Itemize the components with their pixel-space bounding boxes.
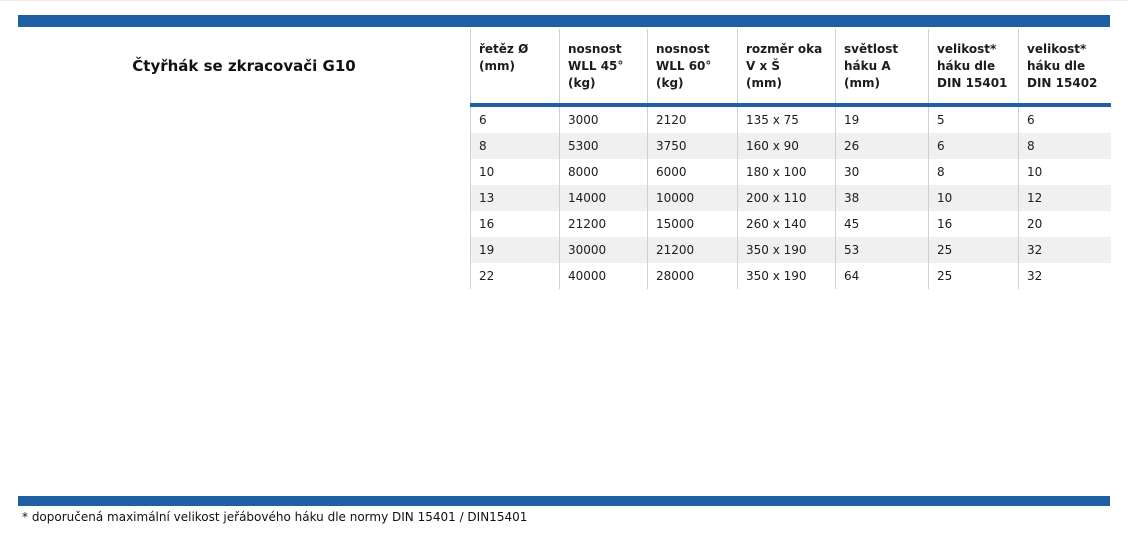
table-cell: 32	[1018, 263, 1111, 289]
table-cell: 5	[928, 105, 1019, 133]
table-cell: 13	[470, 185, 560, 211]
table-cell: 6	[1018, 105, 1111, 133]
table-row: 22 40000 28000 350 x 190 64 25 32	[470, 263, 1111, 289]
table-row: 16 21200 15000 260 x 140 45 16 20	[470, 211, 1111, 237]
table-cell: 8000	[559, 159, 648, 185]
table-cell: 21200	[647, 237, 738, 263]
table-row: 19 30000 21200 350 x 190 53 25 32	[470, 237, 1111, 263]
table-cell: 25	[928, 263, 1019, 289]
table-cell: 180 x 100	[737, 159, 836, 185]
table-cell: 25	[928, 237, 1019, 263]
table-cell: 200 x 110	[737, 185, 836, 211]
title-area: Čtyřhák se zkracovači G10	[18, 57, 470, 75]
table-cell: 8	[470, 133, 560, 159]
table-cell: 2120	[647, 105, 738, 133]
table-cell: 160 x 90	[737, 133, 836, 159]
table-cell: 16	[470, 211, 560, 237]
table-cell: 12	[1018, 185, 1111, 211]
top-accent-bar	[18, 15, 1110, 27]
table-cell: 3750	[647, 133, 738, 159]
table-cell: 3000	[559, 105, 648, 133]
table-cell: 64	[835, 263, 929, 289]
column-header-chain-diameter: řetěz Ø (mm)	[470, 29, 560, 107]
table-cell: 28000	[647, 263, 738, 289]
table-row: 10 8000 6000 180 x 100 30 8 10	[470, 159, 1111, 185]
table-cell: 6000	[647, 159, 738, 185]
table-cell: 10	[470, 159, 560, 185]
table-cell: 135 x 75	[737, 105, 836, 133]
page-title: Čtyřhák se zkracovači G10	[132, 57, 356, 75]
column-header-hook-clearance: světlost háku A (mm)	[835, 29, 929, 107]
table-cell: 30000	[559, 237, 648, 263]
table-cell: 45	[835, 211, 929, 237]
table-cell: 53	[835, 237, 929, 263]
bottom-accent-bar	[18, 496, 1110, 506]
table-header-row: řetěz Ø (mm) nosnost WLL 45° (kg) nosnost WLL …	[470, 29, 1111, 107]
table-cell: 6	[470, 105, 560, 133]
table-cell: 26	[835, 133, 929, 159]
table-cell: 6	[928, 133, 1019, 159]
table-cell: 40000	[559, 263, 648, 289]
table-cell: 350 x 190	[737, 263, 836, 289]
table-cell: 260 x 140	[737, 211, 836, 237]
table-cell: 350 x 190	[737, 237, 836, 263]
table-cell: 8	[928, 159, 1019, 185]
table-cell: 20	[1018, 211, 1111, 237]
column-header-eye-dimensions: rozměr oka V x Š (mm)	[737, 29, 836, 107]
table-cell: 19	[835, 105, 929, 133]
table-cell: 19	[470, 237, 560, 263]
table-cell: 21200	[559, 211, 648, 237]
spec-table: řetěz Ø (mm) nosnost WLL 45° (kg) nosnost WLL …	[470, 29, 1111, 289]
table-cell: 14000	[559, 185, 648, 211]
column-header-wll-60: nosnost WLL 60° (kg)	[647, 29, 738, 107]
table-row: 8 5300 3750 160 x 90 26 6 8	[470, 133, 1111, 159]
column-header-wll-45: nosnost WLL 45° (kg)	[559, 29, 648, 107]
table-cell: 38	[835, 185, 929, 211]
table-cell: 30	[835, 159, 929, 185]
table-cell: 10	[928, 185, 1019, 211]
table-row: 13 14000 10000 200 x 110 38 10 12	[470, 185, 1111, 211]
table-cell: 22	[470, 263, 560, 289]
footnote: * doporučená maximální velikost jeřábové…	[22, 510, 528, 524]
column-header-hook-size-din-15401: velikost* háku dle DIN 15401	[928, 29, 1019, 107]
table-cell: 16	[928, 211, 1019, 237]
table-cell: 5300	[559, 133, 648, 159]
table-cell: 10	[1018, 159, 1111, 185]
table-cell: 32	[1018, 237, 1111, 263]
table-row: 6 3000 2120 135 x 75 19 5 6	[470, 105, 1111, 133]
table-cell: 15000	[647, 211, 738, 237]
table-cell: 10000	[647, 185, 738, 211]
table-cell: 8	[1018, 133, 1111, 159]
column-header-hook-size-din-15402: velikost* háku dle DIN 15402	[1018, 29, 1111, 107]
